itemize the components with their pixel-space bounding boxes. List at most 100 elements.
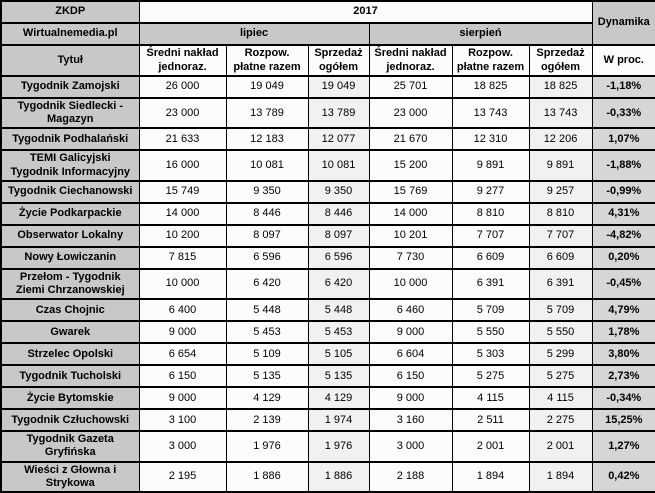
august-paid-distribution-value: 2 511	[451, 408, 530, 433]
july-paid-distribution-value: 13 789	[225, 96, 309, 130]
newspaper-title: Strzelec Opolski	[0, 342, 140, 367]
dynamics-percent: 0,42%	[591, 460, 655, 493]
august-total-sales-value: 5 299	[528, 342, 593, 367]
dynamics-percent: 4,31%	[591, 201, 655, 226]
august-total-sales-value: 8 810	[528, 201, 593, 226]
newspaper-title: Wieści z Głowna i Strykowa	[0, 460, 140, 493]
july-avg-circulation-value: 26 000	[138, 75, 227, 99]
newspaper-title: Tygodnik Człuchowski	[0, 408, 140, 433]
newspaper-title: Życie Podkarpackie	[0, 201, 140, 226]
dynamics-percent: 0,20%	[591, 245, 655, 270]
august-paid-distribution-value: 18 825	[451, 75, 530, 99]
august-avg-circulation-value: 10 201	[368, 223, 453, 248]
july-total-sales-value: 1 886	[307, 460, 370, 493]
august-total-sales-value: 1 894	[528, 460, 593, 493]
table-row: Tygodnik Człuchowski 3 100 2 139 1 974 3…	[0, 408, 655, 433]
july-total-sales-value: 9 350	[307, 179, 370, 204]
dynamics-percent: -0,34%	[591, 386, 655, 411]
july-total-sales-value: 6 596	[307, 245, 370, 270]
august-avg-circulation-value: 9 000	[368, 386, 453, 411]
dynamics-percent: -4,82%	[591, 223, 655, 248]
august-total-sales-value: 6 391	[528, 267, 593, 301]
august-avg-circulation-value: 10 000	[368, 267, 453, 301]
july-avg-circulation-value: 6 654	[138, 342, 227, 367]
august-avg-circulation-value: 2 188	[368, 460, 453, 493]
august-avg-circulation-value: 25 701	[368, 75, 453, 99]
header-row-months: Wirtualnemedia.pl lipiec sierpień	[0, 22, 655, 46]
dynamics-percent: 1,78%	[591, 320, 655, 345]
july-total-sales-value: 1 974	[307, 408, 370, 433]
table-row: Tygodnik Tucholski 6 150 5 135 5 135 6 1…	[0, 364, 655, 389]
july-total-sales-value: 6 420	[307, 267, 370, 301]
table-row: Życie Bytomskie 9 000 4 129 4 129 9 000 …	[0, 386, 655, 411]
dynamics-percent: 1,27%	[591, 430, 655, 463]
august-total-sales-value: 9 257	[528, 179, 593, 204]
july-avg-circulation-value: 3 000	[138, 430, 227, 463]
august-avg-circulation-header: Średni nakład jednoraz.	[368, 44, 453, 77]
source-label: Wirtualnemedia.pl	[0, 22, 140, 46]
august-avg-circulation-value: 9 000	[368, 320, 453, 345]
july-avg-circulation-value: 2 195	[138, 460, 227, 493]
july-total-sales-value: 1 976	[307, 430, 370, 463]
august-paid-distribution-value: 5 550	[451, 320, 530, 345]
july-paid-distribution-value: 5 135	[225, 364, 309, 389]
july-avg-circulation-value: 10 200	[138, 223, 227, 248]
table-row: Tygodnik Ciechanowski 15 749 9 350 9 350…	[0, 179, 655, 204]
august-total-sales-value: 9 891	[528, 149, 593, 182]
july-avg-circulation-value: 21 633	[138, 127, 227, 152]
july-total-sales-value: 10 081	[307, 149, 370, 182]
july-paid-distribution-value: 9 350	[225, 179, 309, 204]
year-label: 2017	[138, 0, 593, 24]
july-paid-distribution-header: Rozpow. płatne razem	[225, 44, 309, 77]
august-paid-distribution-value: 12 310	[451, 127, 530, 152]
table-row: Tygodnik Siedlecki - Magazyn 23 000 13 7…	[0, 96, 655, 130]
dynamics-percent: 1,07%	[591, 127, 655, 152]
newspaper-title: Gwarek	[0, 320, 140, 345]
newspaper-title: Czas Chojnic	[0, 298, 140, 323]
august-avg-circulation-value: 6 460	[368, 298, 453, 323]
july-paid-distribution-value: 4 129	[225, 386, 309, 411]
august-paid-distribution-value: 9 891	[451, 149, 530, 182]
table-header: ZKDP 2017 Dynamika Wirtualnemedia.pl lip…	[0, 0, 655, 77]
newspaper-title: Tygodnik Zamojski	[0, 75, 140, 99]
july-paid-distribution-value: 19 049	[225, 75, 309, 99]
august-total-sales-value: 5 709	[528, 298, 593, 323]
table-row: Tygodnik Zamojski 26 000 19 049 19 049 2…	[0, 75, 655, 99]
dynamics-label: Dynamika	[591, 0, 655, 46]
july-avg-circulation-value: 15 749	[138, 179, 227, 204]
table-row: Nowy Łowiczanin 7 815 6 596 6 596 7 730 …	[0, 245, 655, 270]
percent-header: W proc.	[591, 44, 655, 77]
newspaper-title: Tygodnik Podhalański	[0, 127, 140, 152]
dynamics-percent: 4,79%	[591, 298, 655, 323]
header-row-top: ZKDP 2017 Dynamika	[0, 0, 655, 46]
august-total-sales-value: 5 275	[528, 364, 593, 389]
july-avg-circulation-value: 6 400	[138, 298, 227, 323]
july-total-sales-value: 4 129	[307, 386, 370, 411]
july-total-sales-value: 12 077	[307, 127, 370, 152]
newspaper-title: Przełom - Tygodnik Ziemi Chrzanowskiej	[0, 267, 140, 301]
august-total-sales-value: 2 001	[528, 430, 593, 463]
july-paid-distribution-value: 5 109	[225, 342, 309, 367]
newspaper-title: Nowy Łowiczanin	[0, 245, 140, 270]
month-july-label: lipiec	[138, 22, 370, 46]
august-total-sales-value: 4 115	[528, 386, 593, 411]
july-avg-circulation-value: 7 815	[138, 245, 227, 270]
dynamics-percent: -0,99%	[591, 179, 655, 204]
july-paid-distribution-value: 10 081	[225, 149, 309, 182]
table-row: Obserwator Lokalny 10 200 8 097 8 097 10…	[0, 223, 655, 248]
august-total-sales-value: 13 743	[528, 96, 593, 130]
august-paid-distribution-value: 13 743	[451, 96, 530, 130]
july-paid-distribution-value: 5 448	[225, 298, 309, 323]
newspaper-title: Życie Bytomskie	[0, 386, 140, 411]
august-paid-distribution-value: 6 609	[451, 245, 530, 270]
july-paid-distribution-value: 6 420	[225, 267, 309, 301]
august-avg-circulation-value: 6 604	[368, 342, 453, 367]
august-avg-circulation-value: 3 160	[368, 408, 453, 433]
dynamics-percent: -0,33%	[591, 96, 655, 130]
newspaper-title: Tygodnik Ciechanowski	[0, 179, 140, 204]
august-paid-distribution-value: 9 277	[451, 179, 530, 204]
table-row: Strzelec Opolski 6 654 5 109 5 105 6 604…	[0, 342, 655, 367]
august-total-sales-value: 5 550	[528, 320, 593, 345]
table-row: Tygodnik Gazeta Gryfińska 3 000 1 976 1 …	[0, 430, 655, 463]
